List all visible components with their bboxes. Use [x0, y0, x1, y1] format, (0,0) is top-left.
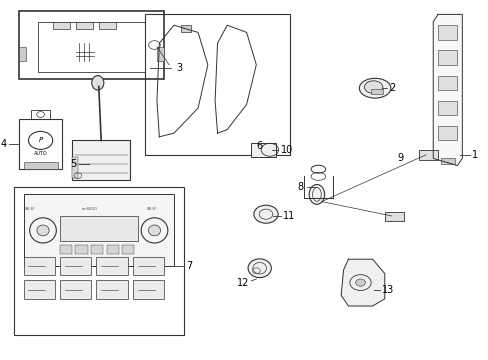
Bar: [437, 126, 457, 140]
Text: 8: 8: [297, 182, 303, 192]
Text: 1: 1: [471, 150, 477, 160]
Bar: [181, 25, 190, 32]
Bar: [440, 158, 454, 164]
Bar: [132, 257, 164, 275]
Text: 6: 6: [256, 141, 262, 151]
Bar: [72, 140, 130, 180]
Text: 9: 9: [396, 153, 402, 163]
Bar: [437, 50, 457, 65]
Text: 4: 4: [0, 139, 7, 149]
Bar: [23, 194, 174, 266]
Bar: [60, 257, 91, 275]
Text: 2: 2: [389, 83, 395, 93]
Bar: [144, 14, 290, 155]
Ellipse shape: [308, 184, 324, 204]
Polygon shape: [432, 14, 461, 166]
Bar: [19, 11, 164, 79]
Bar: [60, 245, 72, 254]
Ellipse shape: [364, 81, 382, 94]
Bar: [96, 257, 127, 275]
Text: 7: 7: [185, 261, 192, 271]
Bar: [96, 280, 127, 299]
Text: rrc8810: rrc8810: [81, 207, 97, 211]
Bar: [106, 245, 119, 254]
Bar: [75, 245, 87, 254]
Text: 10: 10: [280, 145, 292, 155]
Bar: [157, 47, 164, 61]
Bar: [19, 47, 26, 61]
Bar: [76, 22, 93, 29]
Bar: [384, 212, 404, 221]
Bar: [370, 89, 383, 94]
Ellipse shape: [37, 225, 49, 236]
Ellipse shape: [253, 205, 278, 223]
Text: P: P: [39, 138, 42, 143]
Bar: [99, 22, 116, 29]
Text: 88.8°: 88.8°: [146, 207, 158, 211]
Text: AUTO: AUTO: [34, 150, 47, 156]
Bar: [23, 162, 58, 169]
Text: 5: 5: [70, 159, 76, 169]
Text: 3: 3: [176, 63, 182, 73]
Bar: [31, 110, 50, 119]
Text: 11: 11: [283, 211, 295, 221]
Bar: [122, 245, 134, 254]
Bar: [72, 157, 78, 178]
Bar: [437, 76, 457, 90]
Bar: [60, 280, 91, 299]
Text: 88.8°: 88.8°: [24, 207, 36, 211]
Bar: [23, 280, 55, 299]
Ellipse shape: [247, 259, 271, 278]
Circle shape: [355, 279, 365, 286]
Text: 12: 12: [236, 278, 248, 288]
Ellipse shape: [92, 76, 103, 90]
Text: 13: 13: [382, 285, 394, 295]
Bar: [437, 25, 457, 40]
Bar: [251, 143, 275, 157]
Bar: [132, 280, 164, 299]
Ellipse shape: [148, 225, 160, 236]
Ellipse shape: [359, 78, 390, 98]
Bar: [60, 216, 137, 241]
Bar: [418, 150, 437, 160]
Bar: [19, 119, 62, 169]
Bar: [91, 245, 103, 254]
Bar: [38, 22, 144, 72]
Bar: [53, 22, 69, 29]
Polygon shape: [341, 259, 384, 306]
Bar: [23, 257, 55, 275]
Bar: [437, 101, 457, 115]
Bar: [14, 187, 183, 335]
